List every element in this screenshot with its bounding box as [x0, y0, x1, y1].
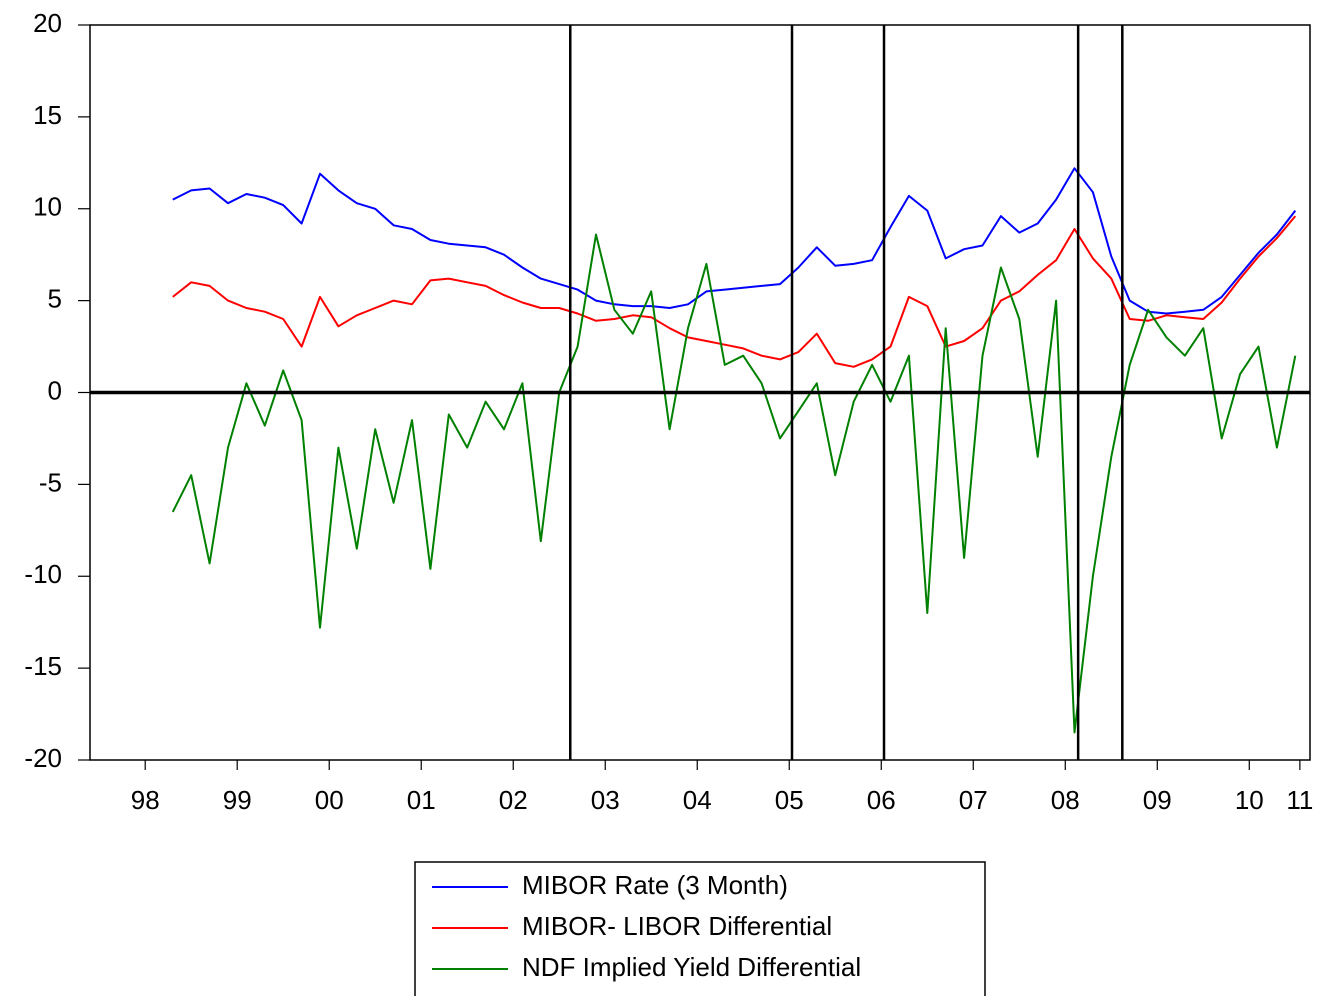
y-tick-label: -20	[24, 743, 62, 773]
series-line	[171, 233, 1297, 734]
x-tick-label: 02	[499, 785, 528, 815]
legend-box	[414, 861, 986, 1001]
x-tick-label: 03	[591, 785, 620, 815]
x-tick-label: 09	[1143, 785, 1172, 815]
y-tick-label: 15	[33, 100, 62, 130]
y-tick-label: 10	[33, 192, 62, 222]
y-tick-label: -10	[24, 559, 62, 589]
x-tick-label: 04	[683, 785, 712, 815]
series-line	[172, 167, 1297, 315]
y-tick-label: 20	[33, 8, 62, 38]
y-tick-label: 0	[48, 375, 62, 405]
x-tick-label: 08	[1051, 785, 1080, 815]
x-tick-label: 11	[1286, 785, 1313, 815]
x-tick-label: 00	[315, 785, 344, 815]
x-tick-label: 99	[223, 785, 252, 815]
y-tick-label: 5	[48, 284, 62, 314]
x-tick-label: 05	[775, 785, 804, 815]
x-tick-label: 07	[959, 785, 988, 815]
series-line	[172, 215, 1297, 368]
x-tick-label: 06	[867, 785, 896, 815]
legend-label: NDF Implied Yield Differential	[522, 952, 861, 982]
y-tick-label: -15	[24, 651, 62, 681]
legend-label: MIBOR- LIBOR Differential	[522, 911, 832, 941]
x-tick-label: 98	[131, 785, 160, 815]
legend-label: MIBOR Rate (3 Month)	[522, 870, 788, 900]
x-tick-label: 01	[407, 785, 436, 815]
x-tick-label: 10	[1235, 785, 1264, 815]
y-tick-label: -5	[39, 467, 62, 497]
